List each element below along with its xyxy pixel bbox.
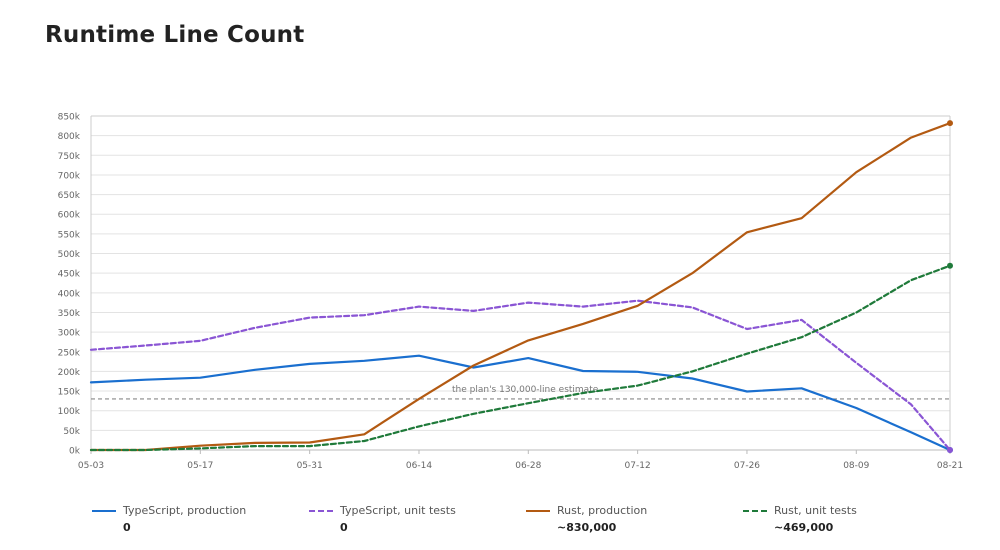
y-tick-label: 300k — [58, 329, 81, 339]
legend-swatch — [743, 510, 767, 512]
series-line-3 — [89, 121, 952, 452]
x-tick-label: 07-26 — [734, 461, 760, 471]
y-tick-label: 50k — [63, 427, 80, 437]
legend-series-value: 0 — [123, 521, 131, 534]
x-tick-label: 07-12 — [625, 461, 651, 471]
y-tick-label: 850k — [58, 113, 81, 123]
series-end-point-4 — [947, 262, 953, 269]
y-tick-label: 350k — [58, 309, 81, 319]
x-tick-label: 05-31 — [297, 461, 323, 471]
chart-legend: TypeScript, production 0 TypeScript, unit … — [0, 500, 1000, 550]
legend-series-name: TypeScript, production — [123, 504, 247, 517]
series-end-point-2 — [947, 447, 953, 453]
y-tick-label: 550k — [58, 230, 81, 240]
series-line-1 — [89, 354, 952, 452]
y-tick-label: 650k — [58, 191, 81, 201]
y-tick-label: 0k — [69, 447, 81, 457]
y-tick-label: 450k — [58, 270, 81, 280]
legend-series-name: Rust, production — [557, 504, 648, 517]
y-tick-label: 400k — [58, 289, 81, 299]
y-tick-label: 100k — [58, 407, 81, 417]
x-tick-label: 05-17 — [187, 461, 213, 471]
legend-swatch — [526, 510, 550, 512]
series-line-2 — [89, 299, 952, 452]
y-tick-label: 700k — [58, 171, 81, 181]
x-tick-label: 06-14 — [406, 461, 432, 471]
series-line-4 — [89, 264, 952, 452]
y-tick-label: 600k — [58, 211, 81, 221]
x-tick-label: 08-21 — [937, 461, 963, 471]
legend-series-value: 0 — [340, 521, 348, 534]
chart-title: Runtime Line Count — [45, 22, 305, 48]
y-tick-label: 750k — [58, 152, 81, 162]
x-tick-label: 08-09 — [843, 461, 869, 471]
legend-series-value: ~830,000 — [557, 521, 617, 534]
reference-line-label: the plan's 130,000-line estimate — [452, 385, 599, 395]
y-tick-label: 500k — [58, 250, 81, 260]
y-tick-label: 150k — [58, 388, 81, 398]
legend-series-name: Rust, unit tests — [774, 504, 857, 517]
y-tick-label: 250k — [58, 348, 81, 358]
legend-swatch — [309, 510, 333, 512]
y-tick-label: 800k — [58, 132, 81, 142]
series-end-point-3 — [947, 120, 953, 127]
x-tick-label: 05-03 — [78, 461, 104, 471]
x-tick-label: 06-28 — [515, 461, 541, 471]
line-chart: 0k 50k 100k 150k 200k 250k 300k 350k 400k 450k 500… — [58, 113, 963, 472]
legend-swatch — [92, 510, 116, 512]
legend-series-name: TypeScript, unit tests — [340, 504, 456, 517]
legend-series-value: ~469,000 — [774, 521, 834, 534]
y-tick-label: 200k — [58, 368, 81, 378]
